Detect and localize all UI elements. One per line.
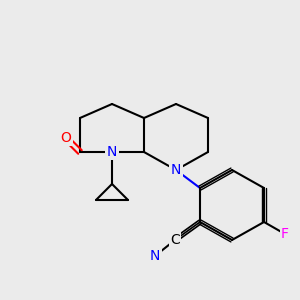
Text: N: N [171, 163, 181, 177]
Text: O: O [61, 131, 71, 145]
Text: N: N [107, 145, 117, 159]
Text: C: C [170, 233, 180, 247]
Text: F: F [281, 227, 289, 241]
Text: N: N [150, 249, 160, 263]
